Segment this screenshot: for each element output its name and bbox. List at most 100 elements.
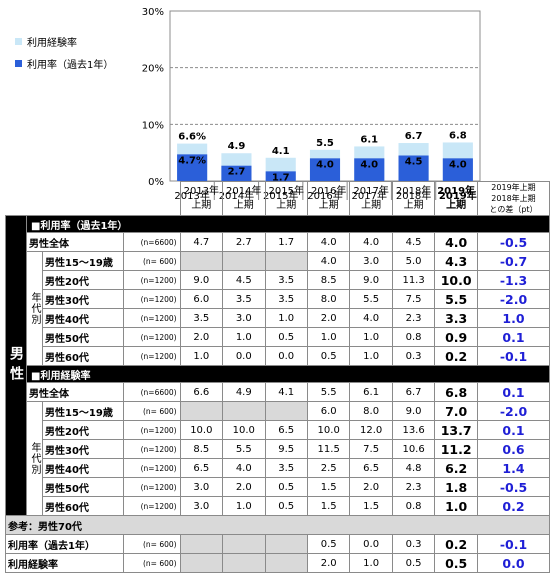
header-year-text: 2016年 <box>310 185 347 197</box>
value-cell: 0.0 <box>264 346 308 366</box>
sample-size: (n=6600) <box>123 232 181 252</box>
value-cell: 1.5 <box>306 496 351 516</box>
value-cell: 3.0 <box>179 496 224 516</box>
data-label-rate: 4.0 <box>316 159 334 170</box>
legend-swatch-rate <box>15 59 22 67</box>
header-diff-text: との差（pt） <box>489 205 538 214</box>
section-title: ■利用経験率 <box>26 365 550 383</box>
value-cell <box>179 553 224 573</box>
value-cell: 1.0 <box>264 308 308 328</box>
data-label-experience: 4.9 <box>228 141 246 152</box>
row-label: 男性30代 <box>41 439 125 459</box>
legend-swatch-experience <box>15 37 22 45</box>
header-row: 2013年 上期 2014年 上期 2015年 上期 2016年 上期 2017年 上期 2018年… <box>5 181 550 216</box>
value-cell: 11.5 <box>306 439 351 459</box>
value-cell: 8.0 <box>349 401 393 421</box>
sample-size: (n= 600) <box>123 401 181 421</box>
header-year-text: 上期 <box>233 199 254 211</box>
value-cell: 0.8 <box>391 496 436 516</box>
value-cell: 0.3 <box>391 346 436 366</box>
value-cell: 5.5 <box>349 289 393 309</box>
row-label: 男性60代 <box>41 346 125 366</box>
value-cell: 6.5 <box>264 420 308 440</box>
bar-rate <box>265 171 296 181</box>
value-cell <box>264 553 308 573</box>
legend-label-experience: 利用経験率 <box>27 37 77 49</box>
value-cell: 6.5 <box>349 458 393 478</box>
value-cell: 4.5 <box>222 270 266 290</box>
diff-cell: -2.0 <box>476 401 550 421</box>
age-group-label: 年代別 <box>26 401 43 516</box>
bar-rate <box>177 154 208 181</box>
value-cell: 4.0 <box>306 251 351 271</box>
legend-label-rate: 利用率（過去1年） <box>27 59 114 71</box>
diff-cell: -1.3 <box>476 270 550 290</box>
data-label-rate: 1.7 <box>272 172 290 183</box>
bar-rate <box>309 158 341 181</box>
diff-cell: -0.1 <box>476 346 550 366</box>
legend-item-rate: 利用率（過去1年） <box>7 52 125 74</box>
value-cell: 8.0 <box>306 289 351 309</box>
row-label: 利用率（過去1年） <box>4 534 125 554</box>
table-row: 年代別 男性15～19歳 (n= 600) 4.0 3.0 5.0 4.3 -0.7 <box>6 251 550 366</box>
value-cell: 0.5 <box>264 496 308 516</box>
diff-cell: 1.4 <box>476 458 550 478</box>
value-cell: 0.2 <box>434 534 478 554</box>
data-label-rate: 4.5 <box>405 157 423 168</box>
value-cell: 0.5 <box>306 346 351 366</box>
table-row: 男性50代 (n=1200) 3.0 2.0 0.5 1.5 2.0 2.3 1.8 -0.5 <box>6 477 550 497</box>
value-cell: 4.0 <box>349 308 393 328</box>
value-cell: 4.9 <box>222 382 266 402</box>
sample-size: (n=1200) <box>123 420 181 440</box>
diff-cell: -0.1 <box>476 534 550 554</box>
value-cell: 4.8 <box>391 458 436 478</box>
value-cell: 2.7 <box>222 232 266 252</box>
header-year-text: 2019年 <box>437 185 476 197</box>
value-cell: 13.6 <box>391 420 436 440</box>
age-group-label: 年代別 <box>26 251 43 366</box>
header-diff: 2019年上期 2018年上期 との差（pt） <box>476 181 550 216</box>
row-label: 男性40代 <box>41 458 125 478</box>
value-cell: 4.0 <box>222 458 266 478</box>
value-cell: 6.7 <box>391 382 436 402</box>
value-cell <box>264 401 308 421</box>
header-year-text: 2017年 <box>353 185 389 197</box>
table-row: 男性全体 (n=6600) 6.6 4.9 4.1 5.5 6.1 6.7 6.8 0.1 <box>6 382 550 402</box>
value-cell: 6.6 <box>179 382 224 402</box>
value-cell: 6.0 <box>306 401 351 421</box>
value-cell <box>222 251 266 271</box>
diff-cell: 0.0 <box>476 553 550 573</box>
value-cell: 0.5 <box>434 553 478 573</box>
row-label: 男性全体 <box>25 382 125 402</box>
data-label-experience: 5.5 <box>316 138 334 149</box>
row-label: 男性20代 <box>41 270 125 290</box>
header-year-text: 2014年 <box>226 185 262 197</box>
header-year-text: 上期 <box>403 199 424 211</box>
header-year: 2014年上期 <box>222 181 266 216</box>
table-row: 男性20代 (n=1200) 9.0 4.5 3.5 8.5 9.0 11.3 10.0 -1.3 <box>6 270 550 290</box>
value-cell: 5.5 <box>222 439 266 459</box>
header-year: 2019年 上期 <box>434 181 478 216</box>
data-label-experience: 6.1 <box>360 134 378 145</box>
value-cell: 4.3 <box>434 251 478 271</box>
value-cell: 0.5 <box>306 534 351 554</box>
header-year-text: 上期 <box>318 199 339 211</box>
diff-cell: -2.0 <box>476 289 550 309</box>
table-row: 男性50代 (n=1200) 2.0 1.0 0.5 1.0 1.0 0.8 0.9 0.1 <box>6 327 550 347</box>
table-row: 男性60代 (n=1200) 1.0 0.0 0.0 0.5 1.0 0.3 0.2 -0.1 <box>6 346 550 366</box>
sample-size: (n=1200) <box>123 270 181 290</box>
value-cell: 1.0 <box>179 346 224 366</box>
section-row: ■利用経験率 <box>6 365 550 383</box>
table-row: 男性40代 (n=1200) 3.5 3.0 1.0 2.0 4.0 2.3 3.3 1.0 <box>6 308 550 328</box>
gender-label: 男性 <box>5 215 27 516</box>
value-cell: 3.5 <box>264 289 308 309</box>
value-cell <box>179 401 224 421</box>
section-row: 男性 ■利用率（過去1年） <box>5 215 550 516</box>
header-year: 2017年 上期 <box>349 181 393 216</box>
header-year-text: 2015年 <box>268 185 304 197</box>
header-year: 2016年上期 <box>306 181 351 216</box>
value-cell: 10.0 <box>306 420 351 440</box>
bar-rate <box>221 165 252 181</box>
reference-title: 参考：男性70代 <box>5 515 550 535</box>
sample-size: (n=1200) <box>123 346 181 366</box>
